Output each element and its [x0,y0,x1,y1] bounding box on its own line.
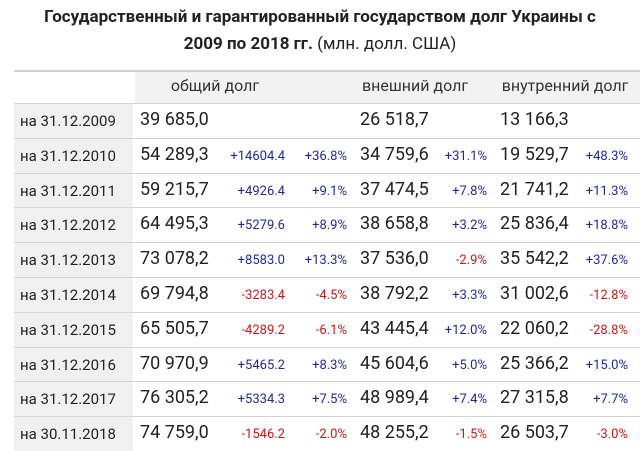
total: 70 970,9 [140,352,209,374]
external: 43 445,4 [360,317,429,339]
total: 39 685,0 [140,109,209,130]
internal-pct: +15.0% [585,357,628,373]
total: 76 305,2 [140,387,209,409]
date: на 31.12.2009 [20,112,116,130]
external-pct: +12.0% [444,322,487,338]
total-pct: +8.3% [312,357,347,373]
row-line [14,381,640,383]
internal: 21 741,2 [500,178,569,200]
total-change: -3283.4 [241,288,285,303]
title: Государственный и гарантированный госуда… [0,4,640,58]
total: 65 505,7 [140,317,209,339]
total-pct: +8.9% [312,218,347,234]
total-change: +5279.6 [237,218,285,234]
row-line [14,311,640,313]
date: на 31.12.2017 [20,390,116,409]
row-line [14,103,640,104]
total-pct: +13.3% [304,253,347,269]
external: 38 792,2 [360,283,429,304]
column-header: общий долг [170,76,260,95]
total: 73 078,2 [140,248,209,270]
external: 48 989,4 [360,387,429,409]
external: 26 518,7 [360,109,429,130]
header-line [14,70,640,72]
total-change: +8583.0 [237,253,285,269]
external-pct: +5.0% [452,357,487,373]
total-pct: -2.0% [315,427,347,443]
internal-pct: +18.8% [585,218,628,234]
title-bold: Государственный и гарантированный госуда… [44,7,596,54]
date: на 31.12.2014 [20,286,116,304]
date: на 31.12.2013 [20,251,116,270]
total-pct: +7.5% [312,392,347,408]
external: 38 658,8 [360,213,429,235]
total: 74 759,0 [140,422,209,444]
internal-pct: +11.3% [585,183,628,199]
internal: 25 836,4 [500,213,569,235]
total-change: -1546.2 [241,427,285,443]
date: на 30.11.2018 [20,425,116,444]
title-unit: (млн. долл. США) [317,34,457,54]
column-header: внутренний долг [501,76,629,95]
external-pct: +3.2% [452,218,487,234]
column-header: внешний долг [361,76,469,95]
total-pct: -6.1% [315,322,347,338]
internal-pct: -3.0% [596,427,628,443]
date: на 31.12.2016 [20,355,116,374]
internal-pct: +7.7% [593,392,628,408]
total: 59 215,7 [140,178,209,200]
internal-pct: +37.6% [585,253,628,269]
total: 69 794,8 [140,283,209,304]
external: 34 759,6 [360,143,429,165]
internal-pct: +48.3% [585,148,628,164]
total-pct: +9.1% [312,183,347,199]
total-pct: -4.5% [315,288,347,303]
internal: 19 529,7 [500,143,569,165]
row-line [14,277,640,278]
total-change: +5334.3 [237,392,285,408]
external-pct: -2.9% [455,253,487,269]
internal: 25 366,2 [500,352,569,374]
total-change: -4289.2 [241,322,285,338]
external-pct: +3.3% [452,288,487,303]
external-pct: +7.4% [452,392,487,408]
row-line [14,207,640,209]
internal: 22 060,2 [500,317,569,339]
total-change: +14604.4 [230,148,285,164]
external-pct: -1.5% [455,427,487,443]
row-line [14,242,640,244]
row-line [14,346,640,348]
total: 54 289,3 [140,143,209,165]
date: на 31.12.2010 [20,146,116,165]
date: на 31.12.2015 [20,320,116,339]
total-change: +4926.4 [237,183,285,199]
internal: 26 503,7 [500,422,569,444]
row-line [14,137,640,139]
row-line [14,172,640,174]
internal: 31 002,6 [500,283,569,304]
internal-pct: -12.8% [589,288,628,303]
external: 37 474,5 [360,178,429,200]
date: на 31.12.2012 [20,216,116,235]
row-line [14,416,640,418]
total: 64 495,3 [140,213,209,235]
external-pct: +7.8% [452,183,487,199]
internal-pct: -28.8% [589,322,628,338]
header-bg [135,70,640,103]
external: 37 536,0 [360,248,429,270]
external: 45 604,6 [360,352,429,374]
external-pct: +31.1% [444,148,487,164]
internal: 35 542,2 [500,248,569,270]
date: на 31.12.2011 [20,181,116,200]
internal: 13 166,3 [500,109,569,130]
internal: 27 315,8 [500,387,569,409]
total-change: +5465.2 [237,357,285,373]
external: 48 255,2 [360,422,429,444]
total-pct: +36.8% [304,148,347,164]
